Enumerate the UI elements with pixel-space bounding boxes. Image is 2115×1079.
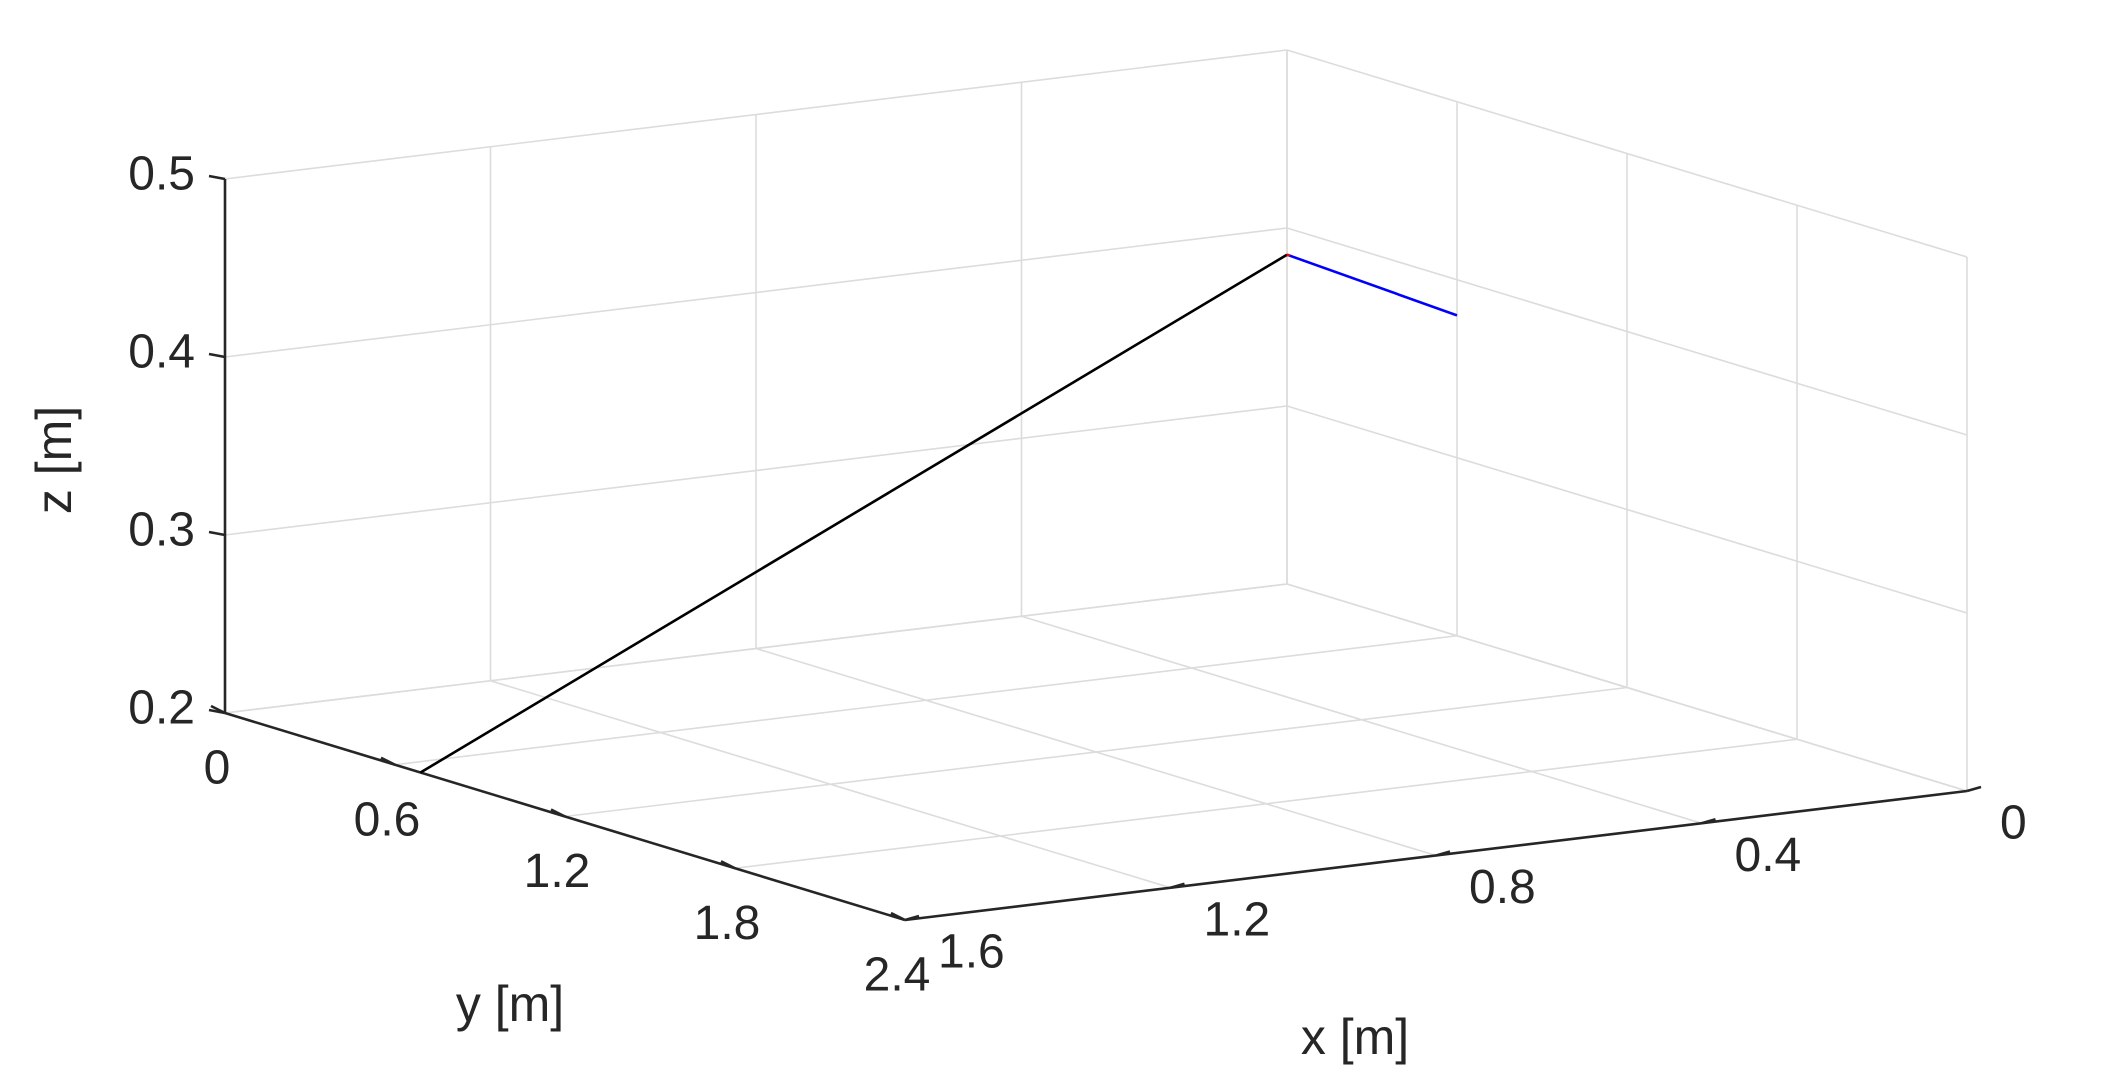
z-tick-label: 0.2	[128, 682, 195, 735]
y-tick-mark	[1701, 818, 1716, 825]
x-tick-mark	[380, 756, 396, 766]
plot-area	[419, 253, 1458, 774]
z-tick-mark	[208, 530, 226, 537]
series-line-2	[1286, 253, 1458, 317]
z-tick-mark	[208, 174, 226, 181]
wall-grid-line	[1286, 49, 1968, 258]
x-tick-mark	[720, 860, 736, 870]
z-tick-label: 0.3	[128, 504, 195, 557]
wall-grid-line	[224, 583, 1288, 714]
z-axis-label: z [m]	[26, 406, 82, 514]
wall-grid-line	[224, 227, 1288, 358]
y-tick-label: 1.2	[1204, 893, 1271, 946]
z-tick-label: 0.4	[128, 326, 195, 379]
y-tick-mark	[904, 914, 920, 922]
z-tick-mark	[208, 708, 226, 715]
wall-grid-line	[1286, 583, 1968, 792]
wall-grid-line	[224, 405, 1288, 536]
x-axis-label: x [m]	[1301, 1009, 1409, 1065]
y-tick-mark	[1435, 850, 1451, 857]
z-tick-mark	[208, 352, 226, 359]
wall-grid-line	[224, 49, 1288, 180]
floor-grid-line	[755, 647, 1437, 857]
x-tick-mark	[890, 911, 906, 922]
floor-grid-line	[490, 679, 1171, 889]
y-tick-label: 1.6	[938, 926, 1005, 979]
series-line-3	[1286, 253, 1291, 257]
series-line-1	[419, 253, 1288, 774]
x-tick-label: 0.6	[354, 793, 421, 846]
wall-grid-line	[1286, 227, 1968, 436]
x-tick-label: 1.8	[694, 897, 761, 950]
x-tick-mark	[550, 808, 566, 818]
x-tick-label: 0	[204, 742, 231, 795]
y-tick-mark	[1170, 882, 1185, 889]
wall-grid-line	[1286, 405, 1968, 614]
y-tick-label: 0.4	[1735, 829, 1802, 882]
x-tick-label: 2.4	[864, 949, 931, 1002]
y-tick-mark	[1966, 785, 1982, 793]
tick-labels: 0 0.6 1.2 1.8 2.4 0 0.4 0.8 1.2 1.6 0.2 0.3 0.4 0.5	[128, 148, 2026, 1002]
floor-grid-line	[1021, 615, 1702, 825]
y-tick-label: 0	[2000, 797, 2027, 850]
x-tick-label: 1.2	[524, 845, 591, 898]
y-axis-label: y [m]	[456, 976, 564, 1032]
y-tick-label: 0.8	[1469, 861, 1536, 914]
z-tick-label: 0.5	[128, 148, 195, 201]
